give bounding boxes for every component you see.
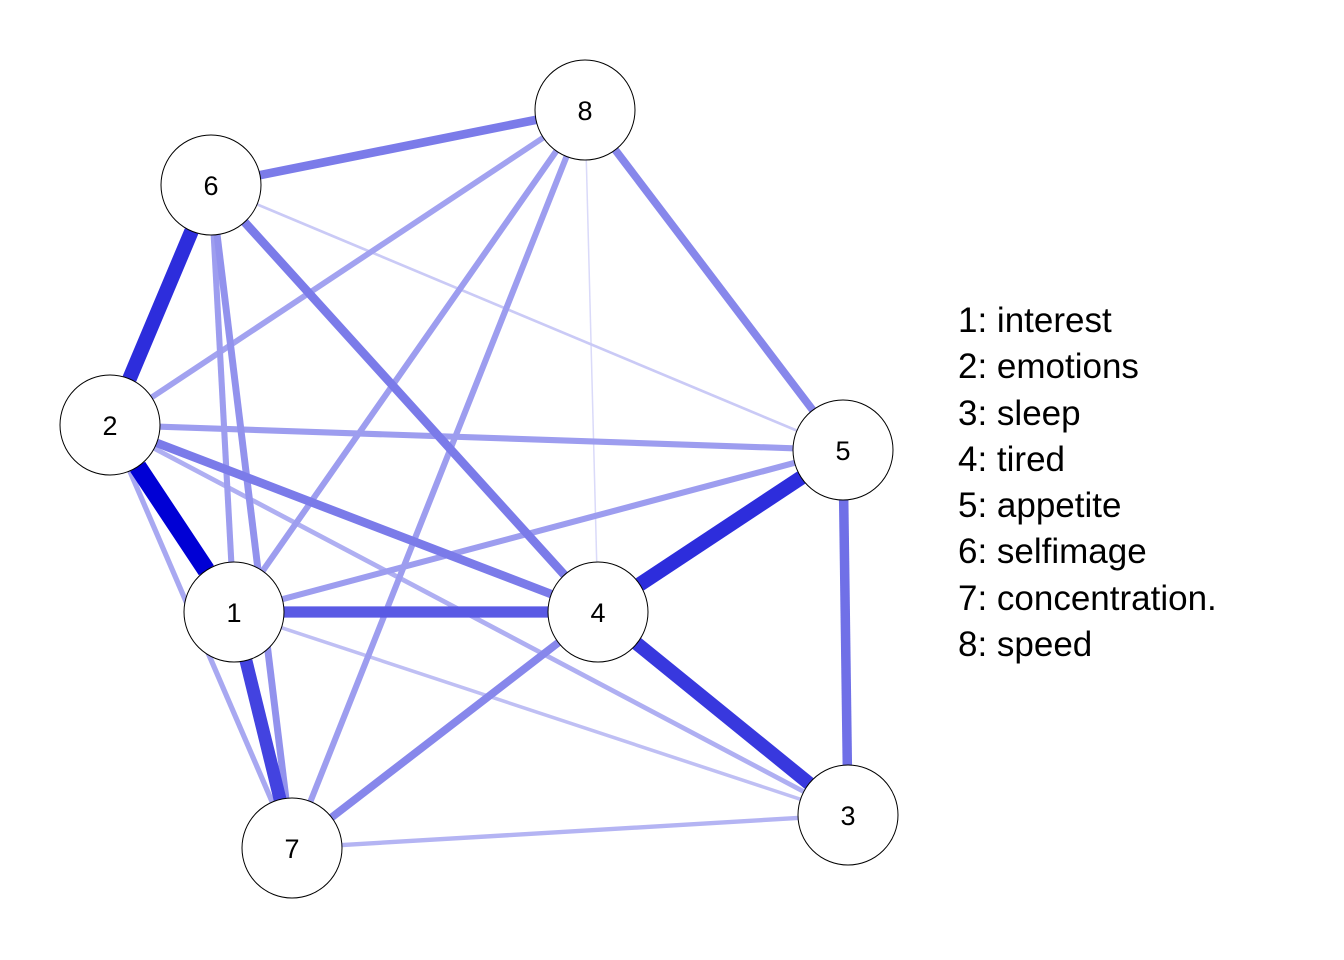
edge-1-5 (281, 459, 796, 603)
edge-6-4 (241, 219, 568, 578)
node-label: 4 (590, 598, 605, 628)
edge-1-2 (130, 461, 214, 576)
node-label: 3 (840, 801, 855, 831)
node-8: 8 (534, 59, 636, 161)
node-circle (792, 399, 894, 501)
node-label: 8 (577, 96, 592, 126)
legend-item: 1: interest (958, 301, 1112, 340)
legend-item: 4: tired (958, 439, 1065, 479)
edge-8-7 (307, 155, 570, 803)
node-circle (160, 134, 262, 236)
node-label: 1 (226, 598, 241, 628)
edge-6-5 (256, 203, 798, 432)
node-circle (183, 561, 285, 663)
legend-item: 8: speed (958, 625, 1093, 665)
node-7: 7 (241, 797, 343, 899)
edge-7-3 (341, 815, 799, 848)
node-6: 6 (160, 134, 262, 236)
legend-item: 7: concentration. (958, 578, 1217, 618)
edge-6-7 (213, 234, 290, 799)
legend-item: 5: appetite (958, 486, 1122, 526)
edge-2-6 (122, 228, 199, 382)
edge-5-3 (838, 499, 853, 766)
node-2: 2 (59, 374, 161, 476)
edge-2-3 (153, 446, 805, 794)
legend-item: 2: emotions (958, 347, 1139, 387)
legend-item: 6: selfimage (958, 532, 1147, 572)
edge-8-4 (585, 159, 598, 563)
edge-6-8 (259, 115, 537, 180)
node-circle (241, 797, 343, 899)
node-3: 3 (797, 764, 899, 866)
edge-1-7 (239, 659, 287, 801)
edge-2-4 (155, 438, 553, 599)
node-5: 5 (792, 399, 894, 501)
edge-4-3 (632, 638, 814, 789)
edge-8-5 (612, 147, 816, 413)
node-label: 6 (203, 171, 218, 201)
edge-6-1 (210, 234, 235, 563)
node-1: 1 (183, 561, 285, 663)
node-circle (547, 561, 649, 663)
node-4: 4 (547, 561, 649, 663)
nodes-layer: 1 2 3 4 5 6 7 8 (59, 59, 899, 899)
node-circle (59, 374, 161, 476)
edge-2-8 (150, 135, 545, 400)
node-circle (534, 59, 636, 161)
edge-2-5 (159, 423, 794, 452)
node-label: 2 (102, 411, 117, 441)
legend-item: 3: sleep (958, 393, 1081, 433)
edge-4-5 (635, 471, 806, 591)
edges-layer (122, 115, 853, 848)
edge-8-1 (260, 149, 559, 573)
node-label: 5 (835, 436, 850, 466)
node-label: 7 (284, 834, 299, 864)
node-circle (797, 764, 899, 866)
edge-7-4 (329, 639, 561, 821)
legend: 1: interest 2: emotions 3: sleep 4: tire… (958, 298, 1217, 668)
